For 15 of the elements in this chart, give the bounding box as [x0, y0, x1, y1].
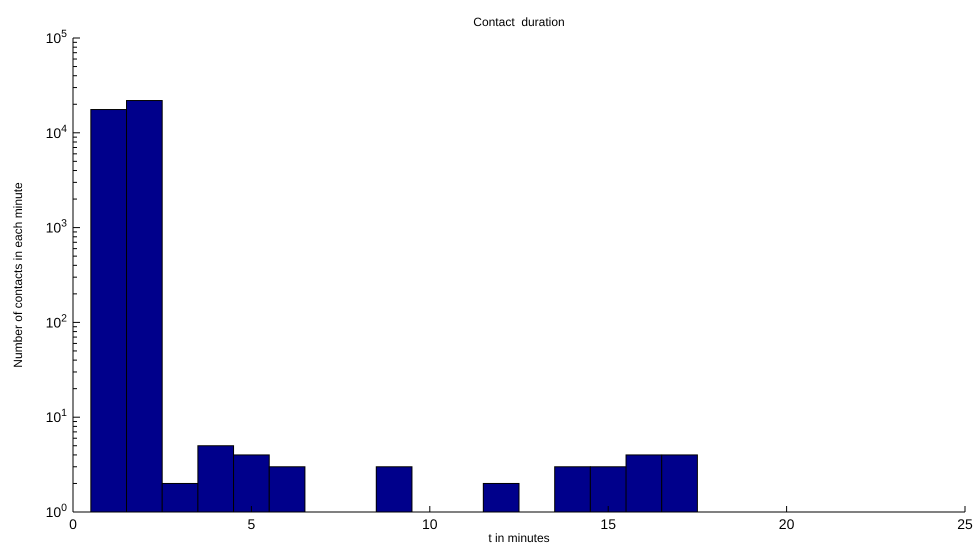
- x-tick-label: 25: [957, 516, 973, 532]
- y-tick-label: 10$^{1}$: [46, 407, 68, 426]
- x-tick-label: 5: [248, 516, 256, 532]
- x-tick-label: 20: [778, 516, 795, 532]
- x-tick-label: 0: [69, 516, 78, 532]
- y-tick-label: 10$^{5}$: [46, 28, 68, 46]
- y-tick-label: 10$^{4}$: [46, 122, 68, 141]
- x-tick-label: 15: [600, 516, 616, 532]
- chart-title: Contact duration: [473, 15, 565, 29]
- x-axis-title: t in minutes: [488, 531, 550, 545]
- x-tick-label: 10: [422, 516, 438, 532]
- y-tick-label: 10$^{3}$: [46, 218, 68, 236]
- y-tick-label: 10$^{0}$: [46, 502, 68, 520]
- y-tick-label: 10$^{2}$: [46, 312, 68, 330]
- y-axis-title: Number of contacts in each minute: [11, 182, 25, 368]
